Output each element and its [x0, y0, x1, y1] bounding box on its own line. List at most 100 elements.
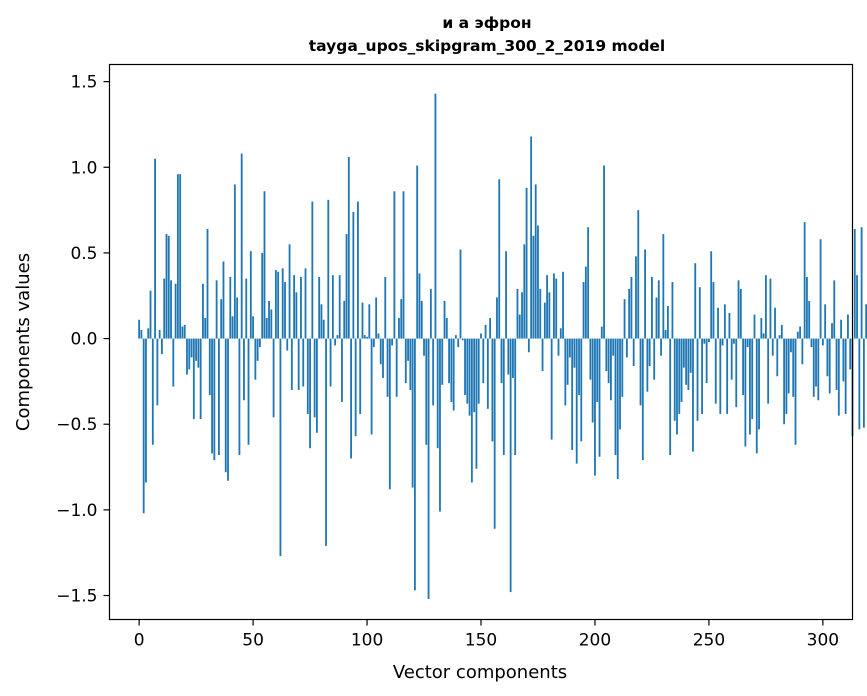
- bar-14: [170, 280, 172, 339]
- bar-296: [812, 338, 815, 397]
- bar-275: [764, 275, 767, 339]
- bar-0: [138, 319, 141, 339]
- bar-205: [605, 338, 608, 372]
- bar-30: [206, 228, 209, 339]
- bar-4: [147, 328, 150, 339]
- bar-297: [815, 338, 817, 387]
- y-tick-label: 1.0: [70, 158, 97, 178]
- bar-109: [386, 338, 389, 397]
- bar-97: [359, 338, 362, 414]
- bar-145: [468, 338, 471, 416]
- bar-248: [703, 338, 706, 344]
- bar-59: [272, 338, 275, 418]
- bar-147: [473, 338, 476, 413]
- bar-141: [459, 249, 462, 339]
- bar-24: [192, 338, 195, 420]
- bar-194: [580, 338, 583, 442]
- bar-138: [452, 338, 455, 411]
- bar-247: [701, 338, 703, 414]
- bar-164: [512, 338, 514, 378]
- bar-144: [466, 338, 469, 404]
- bar-202: [598, 338, 601, 457]
- bar-140: [457, 338, 460, 348]
- bar-182: [553, 273, 555, 339]
- bar-220: [639, 338, 642, 406]
- bar-44: [238, 338, 241, 456]
- bar-276: [767, 338, 770, 404]
- bar-25: [195, 338, 198, 361]
- bar-69: [295, 292, 298, 339]
- bar-66: [288, 244, 291, 339]
- bar-1: [140, 330, 143, 339]
- bar-209: [614, 338, 617, 456]
- bar-284: [785, 338, 788, 414]
- bar-121: [413, 338, 416, 591]
- bar-210: [616, 338, 619, 480]
- bar-178: [543, 302, 546, 339]
- bar-307: [837, 338, 840, 416]
- bar-291: [801, 338, 804, 365]
- bar-314: [853, 228, 856, 339]
- bar-166: [516, 288, 519, 339]
- bar-293: [806, 276, 808, 339]
- bar-186: [562, 271, 564, 339]
- bar-94: [352, 211, 355, 339]
- x-tick-label: 50: [242, 631, 264, 651]
- bar-65: [286, 338, 289, 351]
- bar-242: [689, 338, 692, 373]
- y-axis-label: Components values: [13, 253, 34, 431]
- bar-199: [591, 338, 594, 423]
- bar-149: [477, 338, 480, 404]
- bar-104: [375, 297, 378, 339]
- bar-106: [379, 338, 382, 365]
- bar-95: [354, 338, 357, 437]
- x-axis-ticks: 0 50 100 150 200 250 300: [134, 619, 839, 651]
- bar-272: [758, 338, 760, 430]
- x-tick-label: 250: [693, 631, 725, 651]
- bar-77: [313, 338, 316, 418]
- bar-127: [427, 338, 430, 599]
- bar-137: [450, 338, 453, 402]
- bar-103: [372, 338, 375, 348]
- bar-159: [500, 338, 503, 384]
- bar-283: [783, 338, 786, 425]
- x-tick-label: 100: [351, 631, 383, 651]
- bar-151: [482, 338, 485, 384]
- bar-249: [705, 338, 708, 384]
- bar-191: [573, 338, 576, 368]
- bar-33: [213, 338, 216, 461]
- bar-152: [484, 324, 487, 339]
- bar-170: [525, 187, 528, 339]
- bar-150: [480, 333, 482, 339]
- bar-18: [179, 174, 182, 339]
- bar-146: [470, 338, 473, 483]
- bar-273: [760, 318, 763, 339]
- bar-274: [762, 333, 765, 339]
- bar-193: [578, 338, 580, 396]
- bar-6: [151, 338, 154, 445]
- bar-181: [550, 338, 553, 440]
- bar-122: [416, 165, 419, 339]
- bar-169: [523, 244, 526, 339]
- bar-179: [546, 275, 548, 339]
- bar-54: [261, 252, 264, 339]
- bar-100: [366, 336, 368, 339]
- bar-231: [664, 330, 667, 339]
- bar-142: [461, 338, 464, 341]
- bar-99: [363, 335, 366, 339]
- bar-13: [167, 235, 170, 339]
- bar-53: [259, 338, 261, 348]
- bar-266: [744, 338, 747, 447]
- bar-208: [612, 338, 615, 356]
- x-tick-label: 300: [807, 631, 839, 651]
- bar-105: [377, 333, 380, 339]
- bar-286: [790, 338, 792, 353]
- bar-196: [584, 266, 587, 339]
- bar-306: [835, 338, 838, 390]
- bar-305: [833, 280, 836, 339]
- bar-68: [293, 275, 296, 339]
- bar-60: [274, 270, 277, 339]
- bar-271: [755, 338, 758, 454]
- bar-310: [844, 338, 847, 414]
- bar-213: [623, 299, 626, 339]
